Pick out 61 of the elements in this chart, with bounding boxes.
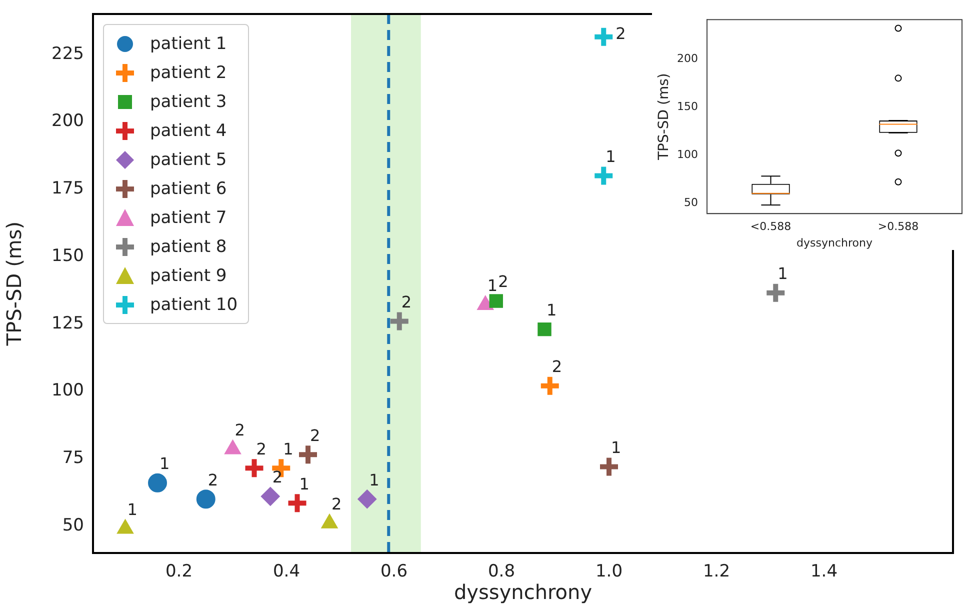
annotation: 2 (272, 468, 283, 487)
legend-label: patient 1 (150, 34, 227, 54)
point (538, 322, 552, 336)
point (260, 486, 280, 506)
annotation: 1 (487, 276, 498, 296)
legend-label: patient 10 (150, 294, 238, 314)
point (358, 490, 377, 509)
x-tick-label: >0.588 (878, 220, 919, 234)
annotation: 2 (310, 426, 320, 445)
annotation: 2 (256, 439, 266, 458)
annotation: 1 (546, 300, 557, 320)
y-axis-title: TPS-SD (ms) (656, 73, 672, 162)
y-tick-label: 175 (52, 178, 84, 199)
y-axis-title: TPS-SD (ms) (2, 221, 26, 347)
annotation: 1 (611, 438, 622, 457)
annotation: 2 (498, 272, 508, 292)
legend-label: patient 8 (150, 236, 227, 256)
x-axis-title: dyssynchrony (454, 580, 592, 604)
legend-label: patient 5 (150, 150, 227, 170)
legend-label: patient 2 (150, 62, 227, 82)
point (148, 473, 167, 492)
y-tick-label: 150 (677, 100, 698, 113)
point (489, 294, 503, 308)
x-tick-label: 0.2 (165, 562, 193, 582)
annotation: 2 (616, 24, 626, 44)
annotation: 1 (160, 454, 170, 474)
y-tick-label: 200 (52, 111, 84, 132)
annotation: 2 (208, 470, 218, 490)
x-tick-label: 1.0 (595, 562, 623, 582)
legend-label: patient 7 (150, 208, 227, 228)
y-tick-label: 225 (52, 44, 84, 64)
annotation: 1 (778, 264, 788, 284)
y-tick-label: 200 (677, 52, 698, 65)
y-tick-label: 50 (62, 515, 84, 536)
legend-label: patient 9 (150, 266, 227, 286)
x-tick-label: 0.6 (380, 562, 408, 582)
x-tick-label: <0.588 (750, 220, 792, 234)
x-tick-label: 1.2 (702, 562, 730, 582)
y-tick-label: 50 (684, 196, 698, 209)
annotation: 1 (606, 146, 616, 166)
annotation: 1 (283, 439, 294, 458)
y-tick-label: 125 (52, 313, 84, 334)
annotation: 2 (332, 494, 342, 514)
annotation: 1 (127, 500, 138, 519)
x-tick-label: 0.4 (272, 562, 300, 582)
point (196, 490, 216, 509)
x-axis-title: dyssynchrony (796, 236, 873, 250)
annotation: 1 (369, 470, 380, 490)
legend-label: patient 6 (150, 178, 227, 198)
y-tick-label: 75 (62, 448, 84, 468)
annotation: 2 (552, 357, 562, 376)
y-tick-label: 100 (52, 380, 84, 401)
legend-label: patient 4 (150, 120, 227, 140)
annotation: 2 (234, 420, 245, 440)
legend-label: patient 3 (150, 92, 227, 112)
annotation: 2 (401, 292, 412, 312)
y-tick-label: 100 (677, 148, 698, 161)
x-tick-label: 0.8 (488, 562, 516, 582)
annotation: 1 (299, 474, 310, 494)
y-tick-label: 150 (52, 246, 84, 266)
x-tick-label: 1.4 (810, 562, 838, 582)
